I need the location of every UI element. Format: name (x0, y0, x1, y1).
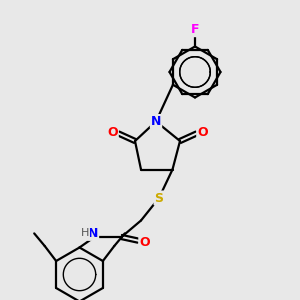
Text: O: O (139, 236, 150, 249)
Text: O: O (197, 125, 208, 139)
Text: S: S (154, 191, 164, 205)
Text: O: O (107, 125, 118, 139)
Text: F: F (191, 23, 199, 36)
Text: N: N (88, 227, 98, 240)
Text: N: N (151, 115, 161, 128)
Text: H: H (81, 228, 89, 239)
